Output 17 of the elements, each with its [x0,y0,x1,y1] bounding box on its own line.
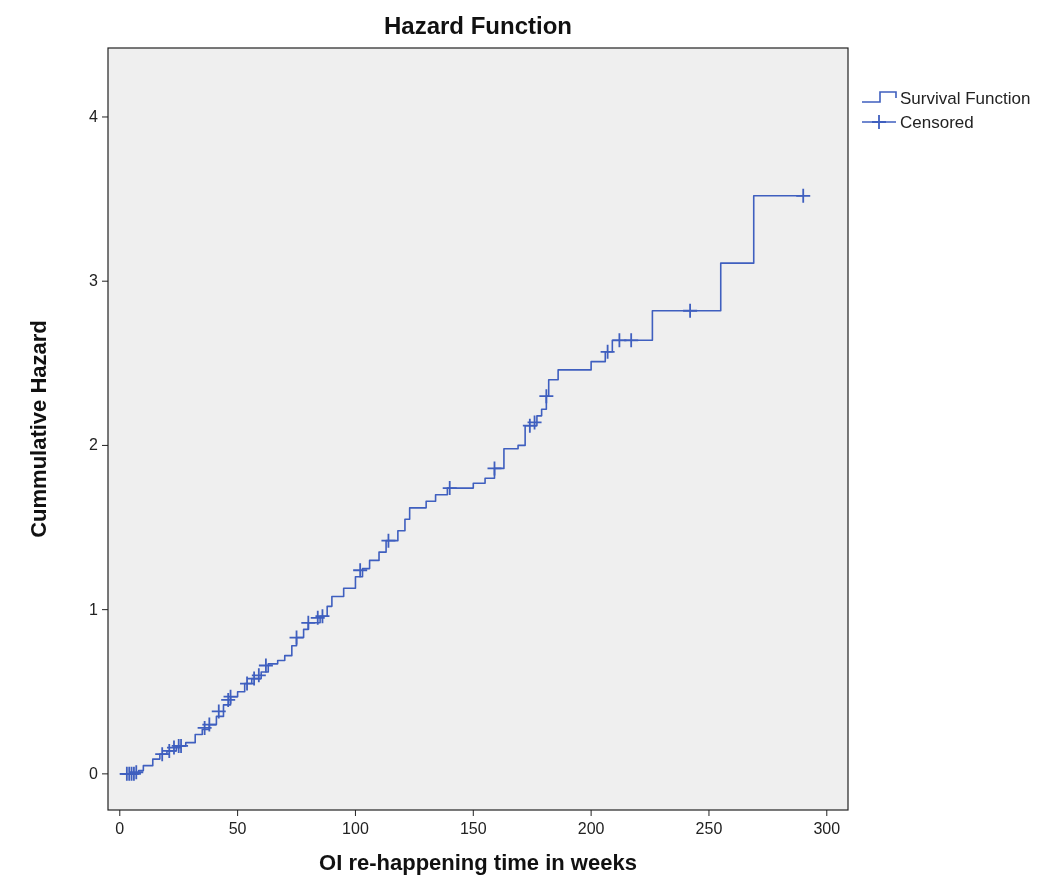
x-tick-label: 300 [813,820,841,837]
x-tick-label: 0 [115,820,125,837]
x-tick-label: 100 [342,820,369,837]
y-tick-label: 4 [89,107,99,125]
legend-label: Survival Function [900,89,1031,108]
chart-title: Hazard Function [383,12,573,39]
y-tick-label: 2 [89,436,99,454]
y-tick-label: 1 [89,600,99,618]
y-axis-title: Cummulative Hazard [26,320,51,538]
y-tick-label: 0 [89,764,99,782]
x-tick-label: 200 [577,820,605,837]
x-tick-label: 250 [695,820,723,837]
y-tick-label: 3 [89,272,99,290]
x-tick-label: 150 [459,820,487,837]
x-axis-title: OI re-happening time in weeks [319,850,637,875]
legend-label: Censored [900,113,974,132]
x-tick-label: 50 [228,820,247,837]
